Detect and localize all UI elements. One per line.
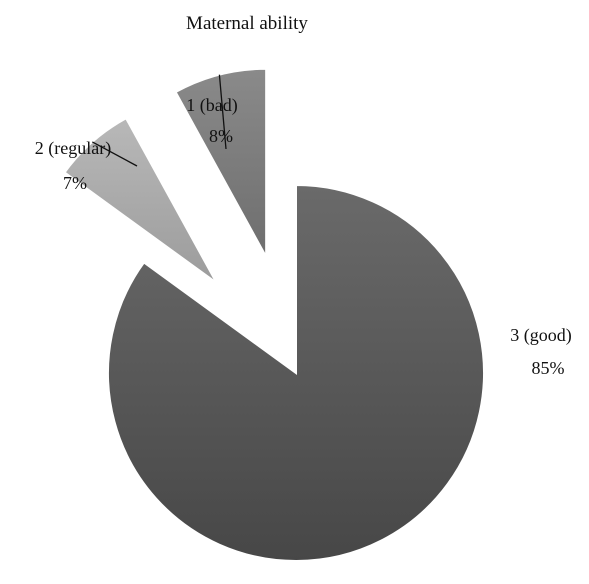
slice-label-bad-value: 8% [209,126,233,146]
pie-slice-good [107,183,485,562]
pie-slices [63,67,485,562]
leader-lines [92,74,227,167]
slice-label-regular-value: 7% [63,173,87,193]
slice-label-regular-name: 2 (regular) [35,138,111,159]
slice-label-good-name: 3 (good) [510,325,572,346]
leader-line-bad [218,74,227,150]
slice-label-good-value: 85% [532,358,565,378]
chart-title: Maternal ability [186,13,308,34]
slice-label-bad-name: 1 (bad) [186,95,237,116]
leader-line-regular [92,141,138,167]
